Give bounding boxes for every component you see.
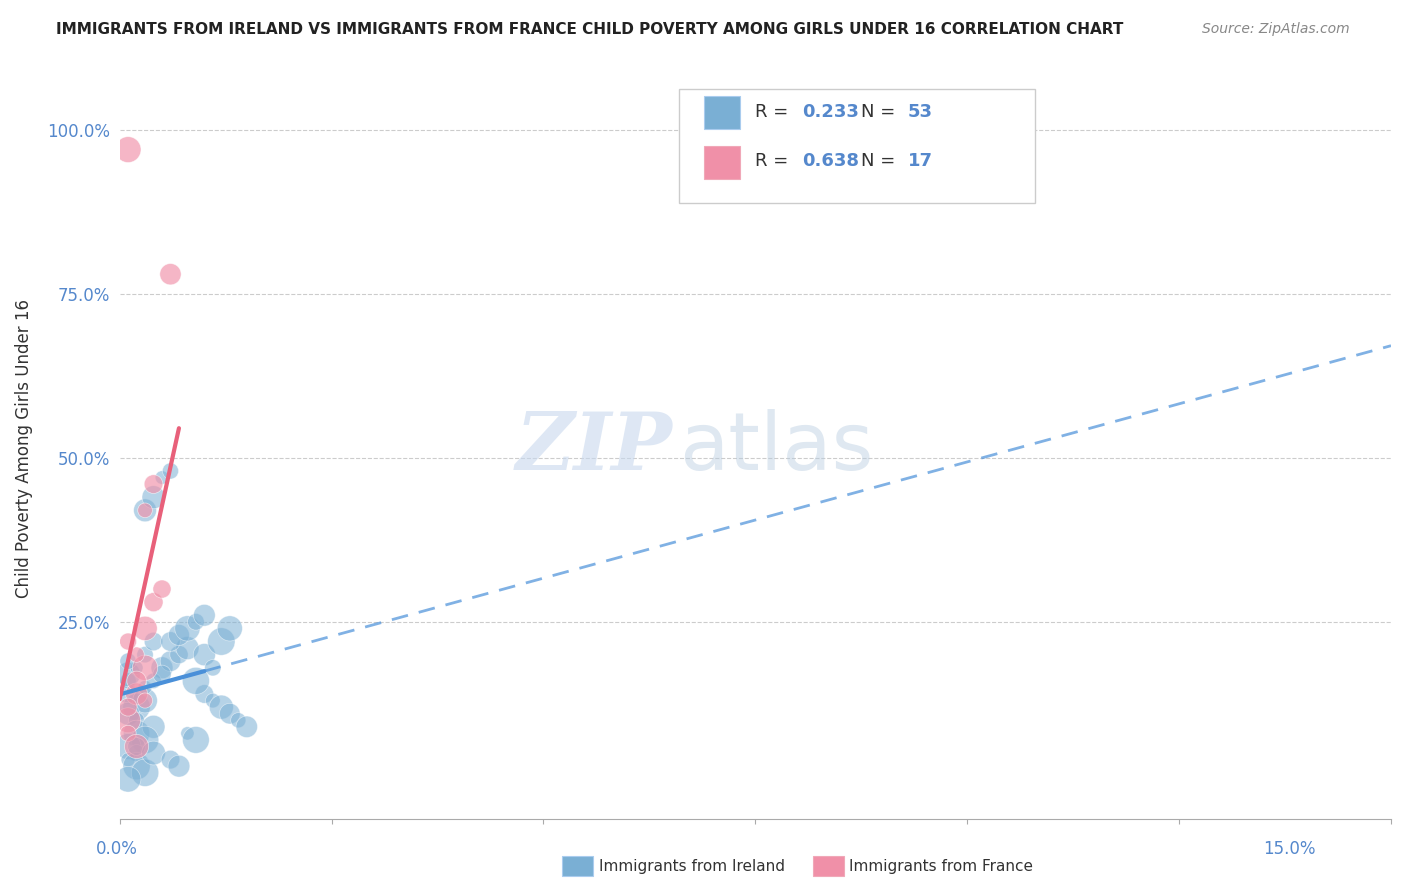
Point: [117, 726, 139, 740]
Point: [125, 713, 148, 727]
Point: [184, 615, 207, 629]
Point: [117, 667, 139, 681]
Point: [125, 759, 148, 773]
Bar: [704, 96, 740, 129]
Text: Source: ZipAtlas.com: Source: ZipAtlas.com: [1202, 22, 1350, 37]
Point: [125, 726, 148, 740]
Point: [159, 267, 181, 281]
Point: [209, 700, 232, 714]
Text: 0.233: 0.233: [803, 103, 859, 121]
Point: [235, 720, 257, 734]
Point: [226, 713, 249, 727]
Point: [134, 621, 156, 635]
Text: atlas: atlas: [679, 409, 873, 487]
Point: [176, 726, 198, 740]
Point: [117, 654, 139, 668]
Point: [134, 693, 156, 707]
Point: [142, 673, 165, 688]
Point: [150, 661, 173, 675]
Text: IMMIGRANTS FROM IRELAND VS IMMIGRANTS FROM FRANCE CHILD POVERTY AMONG GIRLS UNDE: IMMIGRANTS FROM IRELAND VS IMMIGRANTS FR…: [56, 22, 1123, 37]
Point: [142, 746, 165, 760]
Point: [125, 648, 148, 662]
Point: [117, 713, 139, 727]
Text: N =: N =: [860, 153, 901, 170]
Point: [218, 621, 240, 635]
Bar: [704, 145, 740, 179]
Point: [134, 503, 156, 517]
Point: [167, 759, 190, 773]
Point: [117, 700, 139, 714]
Point: [117, 706, 139, 721]
Point: [150, 582, 173, 596]
Point: [117, 772, 139, 787]
Text: R =: R =: [755, 153, 794, 170]
Point: [134, 681, 156, 695]
Point: [125, 739, 148, 754]
Point: [134, 648, 156, 662]
Point: [167, 648, 190, 662]
Point: [176, 641, 198, 656]
Point: [117, 687, 139, 701]
Point: [184, 673, 207, 688]
Point: [150, 667, 173, 681]
Point: [159, 753, 181, 767]
Point: [125, 739, 148, 754]
Point: [150, 470, 173, 484]
Text: R =: R =: [755, 103, 794, 121]
Point: [218, 706, 240, 721]
Text: N =: N =: [860, 103, 901, 121]
Point: [142, 595, 165, 609]
Point: [134, 765, 156, 780]
Point: [142, 490, 165, 504]
Point: [117, 753, 139, 767]
Point: [117, 143, 139, 157]
Point: [142, 634, 165, 648]
Point: [134, 693, 156, 707]
Point: [117, 739, 139, 754]
Point: [193, 648, 215, 662]
Text: Immigrants from France: Immigrants from France: [849, 859, 1033, 873]
Point: [176, 621, 198, 635]
Point: [201, 693, 224, 707]
Point: [125, 700, 148, 714]
Point: [167, 628, 190, 642]
Text: Immigrants from Ireland: Immigrants from Ireland: [599, 859, 785, 873]
Point: [209, 634, 232, 648]
Y-axis label: Child Poverty Among Girls Under 16: Child Poverty Among Girls Under 16: [15, 299, 32, 598]
Point: [193, 687, 215, 701]
Point: [142, 720, 165, 734]
Point: [184, 732, 207, 747]
Point: [159, 634, 181, 648]
Point: [125, 661, 148, 675]
Text: 15.0%: 15.0%: [1264, 840, 1316, 858]
Text: ZIP: ZIP: [516, 409, 672, 487]
Text: 0.0%: 0.0%: [96, 840, 138, 858]
Point: [125, 687, 148, 701]
Text: 53: 53: [908, 103, 932, 121]
Point: [201, 661, 224, 675]
Point: [159, 654, 181, 668]
Point: [193, 608, 215, 623]
Point: [134, 732, 156, 747]
Text: 0.638: 0.638: [803, 153, 859, 170]
Point: [117, 673, 139, 688]
Point: [117, 634, 139, 648]
Point: [142, 477, 165, 491]
Point: [125, 746, 148, 760]
Point: [159, 464, 181, 478]
Text: 17: 17: [908, 153, 932, 170]
Point: [125, 673, 148, 688]
Point: [134, 503, 156, 517]
FancyBboxPatch shape: [679, 88, 1035, 203]
Point: [134, 661, 156, 675]
